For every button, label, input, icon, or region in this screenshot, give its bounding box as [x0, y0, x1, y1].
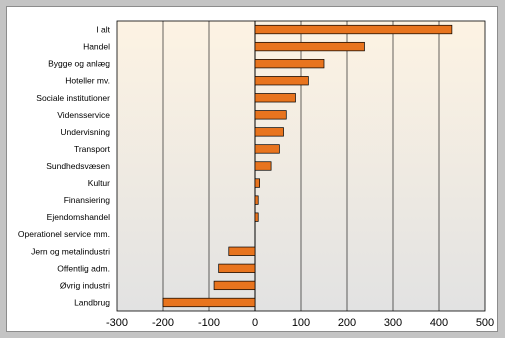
- category-label: Transport: [74, 144, 111, 154]
- bar: [213, 280, 256, 291]
- bar: [162, 297, 256, 308]
- x-tick-label: -100: [198, 317, 220, 329]
- category-label: Jern og metalindustri: [31, 246, 110, 256]
- bar: [254, 144, 280, 154]
- category-label: Undervisning: [60, 127, 110, 137]
- bar: [254, 110, 287, 120]
- bar: [254, 212, 259, 222]
- x-tick-label: 300: [384, 317, 402, 329]
- category-label: Kultur: [88, 178, 110, 188]
- bar: [254, 178, 260, 188]
- x-tick-label: 400: [430, 317, 448, 329]
- category-label: Offentlig adm.: [57, 263, 110, 273]
- bar: [228, 246, 256, 256]
- bar: [254, 127, 284, 137]
- x-tick-label: 100: [292, 317, 310, 329]
- bar: [218, 263, 256, 273]
- x-tick-label: 500: [476, 317, 494, 329]
- category-label: Hoteller mv.: [65, 76, 110, 86]
- grid-lines: [162, 21, 440, 311]
- category-labels: I alt Handel Bygge og anlæg Hoteller mv. Soc…: [18, 25, 111, 308]
- category-label: Operationel service mm.: [18, 229, 110, 239]
- bar: [254, 195, 259, 205]
- category-label: Ejendomshandel: [47, 212, 110, 222]
- category-label: Bygge og anlæg: [48, 59, 110, 69]
- category-label: Landbrug: [74, 297, 110, 307]
- x-tick-label: -200: [152, 317, 174, 329]
- category-label: Sundhedsvæsen: [46, 161, 110, 171]
- bar: [254, 93, 296, 103]
- category-label: Øvrig industri: [60, 280, 110, 290]
- bar: [254, 24, 453, 35]
- bar: [254, 41, 365, 52]
- bar: [254, 161, 272, 171]
- x-tick-label: 0: [252, 317, 258, 329]
- x-tick-label: 200: [338, 317, 356, 329]
- bar-chart: I alt Handel Bygge og anlæg Hoteller mv. Soc…: [18, 20, 494, 329]
- x-tick-labels: -300 -200 -100 0 100 200 300 400 500: [106, 317, 494, 329]
- chart-area: I alt Handel Bygge og anlæg Hoteller mv. Soc…: [6, 6, 498, 332]
- x-tick-label: -300: [106, 317, 128, 329]
- bars: [162, 24, 453, 308]
- category-label: Vidensservice: [57, 110, 110, 120]
- category-label: Sociale institutioner: [36, 93, 110, 103]
- category-label: I alt: [96, 25, 110, 35]
- category-label: Handel: [83, 42, 110, 52]
- category-label: Finansiering: [64, 195, 111, 205]
- bar: [254, 59, 325, 69]
- bar: [254, 76, 309, 86]
